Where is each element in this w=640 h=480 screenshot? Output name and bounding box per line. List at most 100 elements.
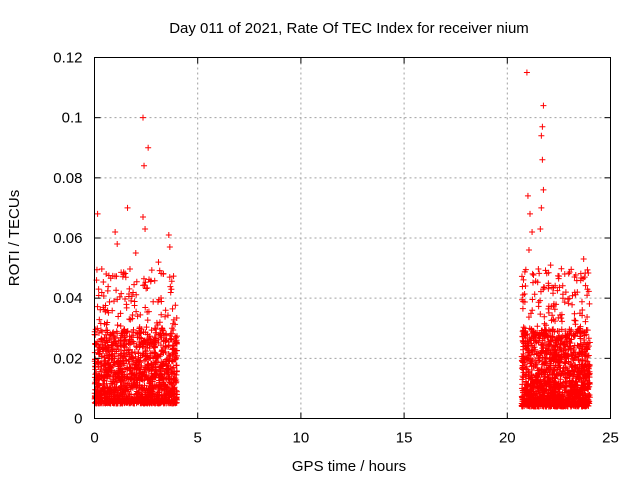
- data-point: [168, 357, 175, 364]
- data-point: [97, 391, 104, 398]
- data-point: [545, 309, 552, 316]
- data-point: [168, 378, 175, 385]
- data-point: [559, 332, 566, 339]
- data-point: [104, 319, 111, 326]
- data-point: [173, 362, 180, 369]
- data-point: [101, 390, 108, 397]
- data-point: [550, 326, 557, 333]
- data-point: [131, 372, 138, 379]
- data-point: [118, 391, 125, 398]
- data-point: [584, 377, 591, 384]
- data-point: [552, 379, 559, 386]
- data-point: [131, 383, 138, 390]
- data-point: [577, 349, 584, 356]
- data-point: [542, 267, 549, 274]
- data-point: [582, 282, 589, 289]
- y-tick-label: 0.04: [53, 290, 82, 307]
- data-point: [557, 311, 564, 318]
- data-point: [170, 273, 177, 280]
- data-point: [529, 307, 536, 314]
- data-point: [174, 333, 181, 340]
- data-point: [134, 374, 141, 381]
- data-point: [136, 396, 143, 403]
- data-point: [134, 363, 141, 370]
- data-point: [554, 287, 561, 294]
- data-point: [553, 341, 560, 348]
- data-point: [551, 306, 558, 313]
- data-point: [156, 377, 163, 384]
- data-point: [114, 322, 121, 329]
- data-point: [170, 326, 177, 333]
- data-point: [118, 269, 125, 276]
- data-point: [579, 312, 586, 319]
- data-point: [114, 343, 121, 350]
- data-point: [564, 352, 571, 359]
- data-point: [531, 331, 538, 338]
- data-point: [152, 364, 159, 371]
- data-point: [581, 332, 588, 339]
- data-point: [558, 315, 565, 322]
- data-point: [104, 352, 111, 359]
- data-point: [171, 377, 178, 384]
- data-point: [519, 305, 526, 312]
- data-point: [534, 323, 541, 330]
- data-point: [142, 225, 149, 232]
- data-point: [573, 277, 580, 284]
- data-point: [535, 385, 542, 392]
- data-point: [120, 342, 127, 349]
- data-point: [110, 359, 117, 366]
- data-point: [156, 387, 163, 394]
- data-point: [525, 349, 532, 356]
- data-point: [108, 393, 115, 400]
- data-point: [572, 317, 579, 324]
- data-point: [558, 326, 565, 333]
- data-point: [131, 379, 138, 386]
- data-point: [130, 289, 137, 296]
- data-point: [141, 375, 148, 382]
- data-point: [528, 392, 535, 399]
- data-point: [167, 400, 174, 407]
- data-point: [145, 375, 152, 382]
- data-point: [138, 326, 145, 333]
- data-point: [122, 270, 129, 277]
- data-point: [146, 382, 153, 389]
- data-point: [572, 271, 579, 278]
- data-point: [572, 387, 579, 394]
- data-point: [95, 342, 102, 349]
- data-point: [117, 322, 124, 329]
- data-point: [168, 388, 175, 395]
- data-point: [105, 387, 112, 394]
- data-point: [539, 123, 546, 130]
- data-point: [125, 293, 132, 300]
- data-point: [540, 387, 547, 394]
- data-point: [566, 391, 573, 398]
- data-point: [166, 342, 173, 349]
- data-point: [102, 369, 109, 376]
- data-point: [569, 301, 576, 308]
- data-point: [555, 359, 562, 366]
- data-point: [566, 326, 573, 333]
- data-point: [531, 399, 538, 406]
- data-point: [104, 287, 111, 294]
- data-point: [99, 328, 106, 335]
- data-point: [155, 296, 162, 303]
- x-tick-label: 10: [293, 430, 310, 447]
- data-point: [559, 318, 566, 325]
- data-point: [122, 274, 129, 281]
- data-point: [543, 383, 550, 390]
- data-point: [122, 357, 129, 364]
- data-point: [577, 341, 584, 348]
- data-point: [102, 357, 109, 364]
- data-point: [169, 384, 176, 391]
- data-point: [143, 285, 150, 292]
- data-point: [578, 298, 585, 305]
- data-point: [95, 372, 102, 379]
- data-point: [550, 394, 557, 401]
- data-point: [172, 350, 179, 357]
- data-point: [107, 400, 114, 407]
- data-point: [124, 399, 131, 406]
- data-point: [136, 382, 143, 389]
- data-point: [133, 278, 140, 285]
- data-point: [123, 351, 130, 358]
- data-point: [574, 373, 581, 380]
